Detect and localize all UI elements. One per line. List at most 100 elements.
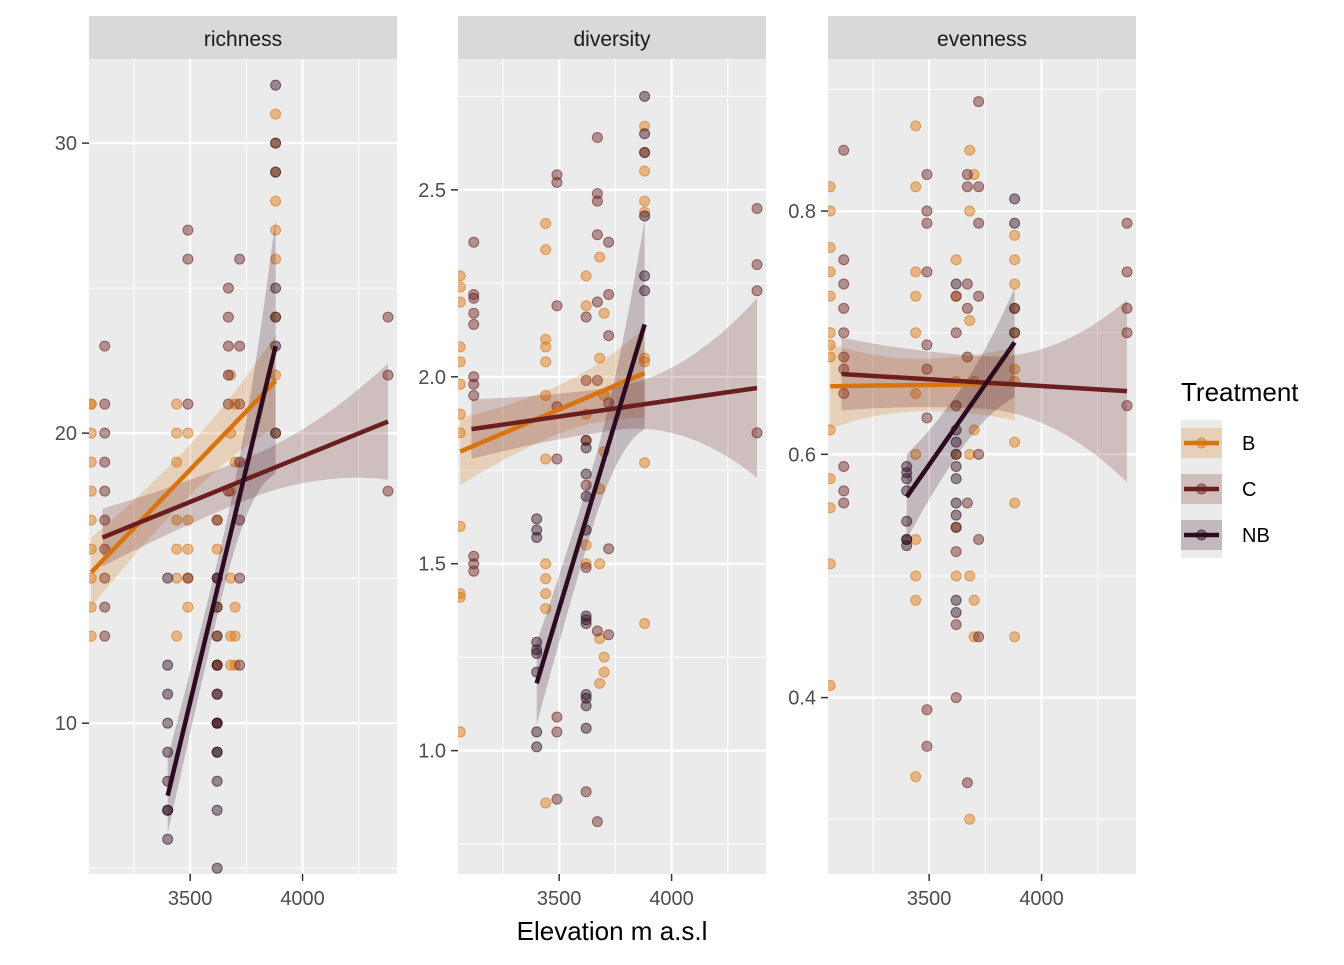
legend-label: B	[1242, 433, 1255, 455]
data-point	[162, 688, 174, 700]
data-point	[468, 292, 480, 304]
plot-area	[828, 96, 1133, 825]
data-point	[591, 229, 603, 241]
data-point	[591, 375, 603, 387]
data-point	[99, 427, 111, 439]
legend-label: NB	[1242, 525, 1270, 547]
data-point	[468, 307, 480, 319]
data-point	[639, 120, 651, 132]
data-point	[382, 369, 394, 381]
data-point	[838, 461, 850, 472]
data-point	[458, 378, 466, 390]
data-point	[540, 603, 552, 615]
data-point	[99, 514, 111, 526]
data-point	[580, 561, 592, 573]
data-point	[171, 427, 183, 439]
plot-area	[89, 79, 394, 874]
data-point	[551, 169, 563, 181]
data-point	[458, 356, 466, 368]
data-point	[838, 351, 850, 363]
x-tick-label: 4000	[280, 888, 325, 910]
data-point	[540, 558, 552, 570]
data-point	[1121, 400, 1133, 412]
data-point	[468, 558, 480, 570]
data-point	[950, 497, 962, 509]
data-point	[594, 558, 606, 570]
data-point	[591, 195, 603, 207]
data-point	[89, 601, 97, 613]
data-point	[580, 442, 592, 454]
data-point	[838, 302, 850, 314]
data-point	[531, 741, 543, 753]
data-point	[910, 448, 922, 460]
data-point	[211, 746, 223, 758]
data-point	[580, 434, 592, 446]
data-point	[540, 573, 552, 585]
data-point	[594, 251, 606, 263]
data-point	[551, 793, 563, 805]
data-point	[1009, 278, 1021, 290]
data-point	[468, 236, 480, 248]
data-point	[182, 224, 194, 236]
data-point	[950, 327, 962, 339]
data-point	[751, 427, 763, 439]
y-tick-label: 0.6	[788, 444, 816, 466]
data-point	[99, 340, 111, 352]
data-point	[751, 203, 763, 215]
data-point	[639, 195, 651, 207]
data-point	[99, 456, 111, 468]
data-point	[182, 601, 194, 613]
data-point	[973, 181, 985, 193]
data-point	[182, 253, 194, 265]
chart-panels: richness 10 20 30 3500 4000 diversity 1.0 1.5 2.0…	[55, 16, 1136, 910]
data-point	[89, 572, 97, 584]
data-point	[382, 311, 394, 323]
data-point	[1009, 631, 1021, 643]
data-point	[551, 176, 563, 188]
data-point	[921, 266, 933, 278]
data-point	[162, 572, 174, 584]
data-point	[234, 456, 246, 468]
data-point	[828, 473, 836, 485]
data-point	[1009, 229, 1021, 241]
data-point	[229, 601, 241, 613]
data-point	[910, 327, 922, 339]
data-point	[270, 282, 282, 294]
data-point	[973, 631, 985, 643]
confidence-band-C	[841, 299, 1127, 483]
data-point	[598, 307, 610, 319]
data-point	[580, 539, 592, 551]
data-point	[1121, 217, 1133, 229]
data-point	[171, 514, 183, 526]
facet-strip	[89, 16, 397, 59]
data-point	[751, 259, 763, 271]
data-point	[973, 533, 985, 545]
data-point	[961, 278, 973, 290]
data-point	[901, 473, 913, 485]
points-NB	[162, 79, 282, 874]
data-point	[234, 253, 246, 265]
points-B	[458, 120, 651, 809]
legend: Treatment B C NB	[1181, 377, 1299, 558]
data-point	[950, 278, 962, 290]
data-point	[639, 270, 651, 282]
data-point	[382, 485, 394, 497]
data-point	[950, 594, 962, 606]
data-point	[950, 619, 962, 631]
data-point	[211, 804, 223, 816]
data-point	[99, 543, 111, 555]
data-point	[639, 165, 651, 177]
data-point	[910, 533, 922, 545]
data-point	[964, 570, 976, 582]
data-point	[639, 128, 651, 140]
data-point	[531, 532, 543, 544]
data-point	[580, 558, 592, 570]
data-point	[580, 479, 592, 491]
x-axis-label: Elevation m a.s.l	[517, 916, 708, 946]
data-point	[828, 679, 836, 691]
data-point	[89, 485, 97, 497]
data-point	[162, 833, 174, 845]
data-point	[468, 565, 480, 577]
data-point	[89, 427, 97, 439]
data-point	[950, 473, 962, 485]
